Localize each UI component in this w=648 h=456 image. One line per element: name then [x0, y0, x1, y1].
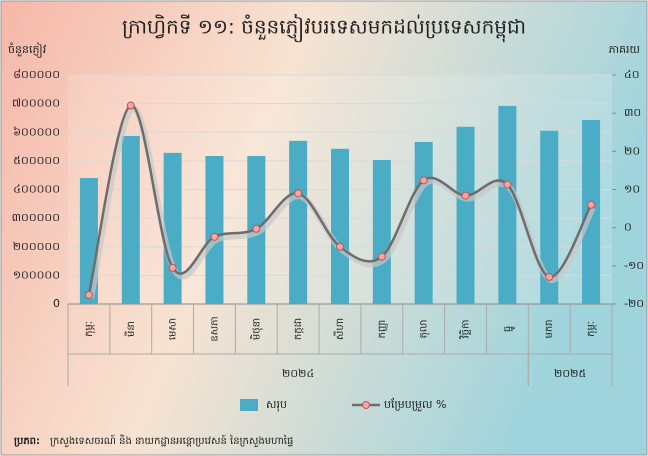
- bar: [498, 105, 517, 304]
- x-tick-label: ឧសភា: [209, 316, 220, 341]
- x-tick-label: មិថុនា: [249, 318, 263, 340]
- line-marker: [84, 290, 93, 299]
- group-label: ២០២៤: [282, 367, 314, 380]
- line-marker: [294, 189, 303, 198]
- line-marker: [336, 242, 344, 251]
- bar: [331, 148, 349, 304]
- y-tick-label: ៤០០០០០: [13, 183, 60, 196]
- y2-tick-label: -២០: [624, 297, 644, 310]
- line-marker: [126, 101, 135, 110]
- x-tick-label: សីហា: [333, 318, 346, 340]
- line-marker: [377, 252, 386, 261]
- bar: [205, 156, 224, 304]
- legend-label: សរុប: [266, 398, 287, 412]
- x-tick-label: ធ្នូ: [502, 326, 515, 332]
- y-tick-label: ៨០០០០០: [13, 68, 60, 81]
- line-marker: [461, 191, 470, 200]
- legend-swatch: [362, 401, 370, 409]
- line-marker: [503, 180, 512, 189]
- line-marker: [419, 176, 428, 185]
- line-marker: [545, 272, 554, 281]
- x-tick-label: កក្កដា: [293, 318, 304, 340]
- x-tick-label: កុម្ភៈ: [586, 321, 598, 337]
- y2-tick-label: ៣០: [624, 106, 641, 119]
- bar: [456, 126, 475, 304]
- line-marker: [587, 200, 596, 209]
- y-tick-label: ២០០០០០: [13, 240, 60, 253]
- bar: [414, 141, 433, 304]
- y-tick-label: ១០០០០០: [13, 268, 60, 281]
- y-tick-label: ៦០០០០០: [13, 125, 60, 138]
- x-tick-label: មេសា: [168, 318, 179, 340]
- y-tick-label: 0: [53, 297, 60, 310]
- bar: [289, 140, 308, 304]
- legend-swatch: [240, 399, 258, 411]
- source: ក្រសួងទេសចរណ៍ និង នាយកដ្ឋានអន្តោប្រវេសន៍…: [50, 434, 293, 448]
- x-tick-label: កញ្ញា: [377, 320, 388, 339]
- y-tick-label: ៧០០០០០: [12, 97, 60, 110]
- line-marker: [252, 224, 261, 233]
- x-tick-label: កុម្ភៈ: [84, 321, 96, 337]
- bar: [121, 135, 140, 304]
- y2-tick-label: ១០: [624, 183, 640, 196]
- group-label: ២០២៥: [554, 367, 586, 380]
- y-tick-label: ៥០០០០០: [13, 154, 60, 167]
- y-tick-label: ៣០០០០០: [12, 211, 60, 224]
- line-marker: [210, 232, 219, 241]
- x-tick-label: តុលា: [419, 319, 431, 338]
- bar: [372, 160, 391, 304]
- x-tick-label: វិច្ឆិកា: [459, 319, 472, 339]
- y2-tick-label: ០: [624, 221, 632, 234]
- y2-tick-label: ៤០: [624, 68, 640, 81]
- y2-tick-label: ២០: [624, 144, 640, 157]
- bar: [163, 152, 182, 304]
- chart-title: ក្រាហ្វិកទី ១១: ចំនួនភ្ញៀវបរទេសមកដល់ប្រទ…: [122, 14, 526, 43]
- source-label: ប្រភព:: [14, 436, 40, 447]
- legend-label: បម្រែបម្រួល %: [384, 397, 446, 412]
- x-tick-label: មីនា: [124, 321, 137, 337]
- y2-axis-label: ភាគរយ: [609, 43, 640, 56]
- x-tick-label: មករា: [544, 319, 555, 338]
- line-marker: [168, 263, 177, 272]
- y2-tick-label: -១០: [624, 259, 644, 272]
- bar: [540, 130, 559, 304]
- y-axis-label: ចំនួនភ្ញៀវ: [8, 42, 47, 58]
